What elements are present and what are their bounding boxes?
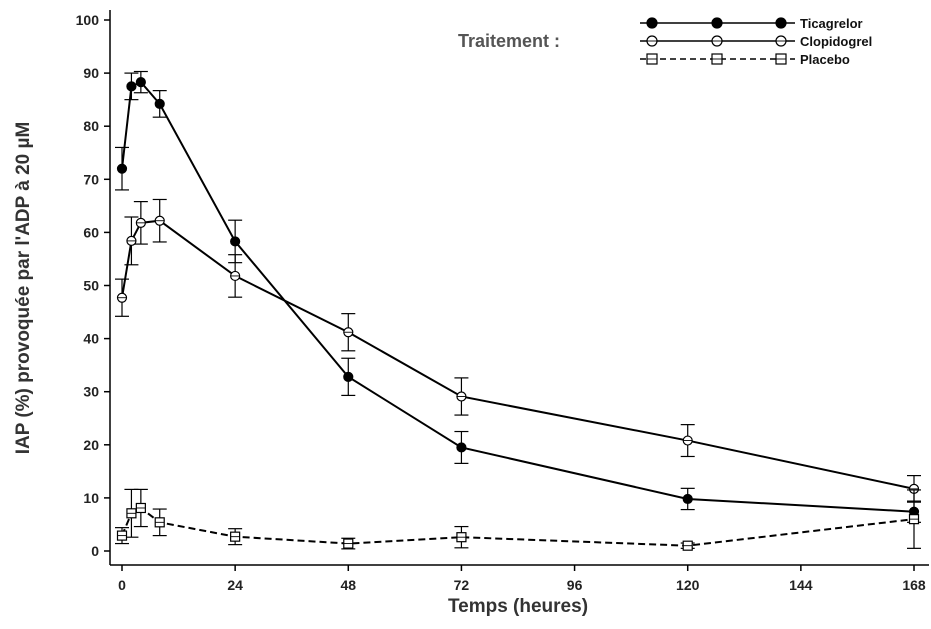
x-tick-label: 24	[227, 577, 243, 593]
legend-marker-ticagrelor	[775, 17, 787, 29]
legend-label-ticagrelor: Ticagrelor	[800, 16, 863, 31]
y-tick-label: 40	[83, 331, 99, 347]
point-ticagrelor	[126, 81, 137, 92]
point-ticagrelor	[456, 442, 467, 453]
y-axis-title: IAP (%) provoquée par l'ADP à 20 µM	[13, 122, 34, 455]
y-ticks: 0 10 20 30 40 50 60 70 80 90 100	[76, 12, 110, 559]
legend-item-clopidogrel: Clopidogrel	[640, 34, 872, 49]
legend-item-placebo: Placebo	[640, 52, 850, 67]
x-tick-label: 72	[454, 577, 470, 593]
legend-title: Traitement :	[458, 31, 560, 51]
y-tick-label: 80	[83, 118, 99, 134]
legend: Traitement : Ticagrelor Clopidogrel Placeb…	[458, 16, 872, 67]
y-tick-label: 10	[83, 490, 99, 506]
series-line-clopidogrel	[121, 219, 915, 490]
x-axis-title: Temps (heures)	[448, 596, 588, 617]
x-tick-label: 120	[676, 577, 700, 593]
x-ticks: 0 24 48 72 96 120 144 168	[118, 565, 926, 593]
x-tick-label: 168	[902, 577, 926, 593]
plot-area	[109, 10, 929, 566]
x-tick-label: 48	[340, 577, 356, 593]
series-clopidogrel	[115, 198, 921, 503]
y-tick-label: 100	[76, 12, 100, 28]
y-tick-label: 30	[83, 384, 99, 400]
legend-item-ticagrelor: Ticagrelor	[640, 16, 863, 31]
point-ticagrelor	[230, 236, 241, 247]
y-tick-label: 20	[83, 437, 99, 453]
legend-label-placebo: Placebo	[800, 52, 850, 67]
y-tick-label: 70	[83, 171, 99, 187]
point-ticagrelor	[682, 493, 693, 505]
point-ticagrelor	[343, 371, 354, 382]
series-ticagrelor	[115, 70, 921, 523]
point-ticagrelor	[135, 77, 146, 88]
point-ticagrelor	[154, 98, 165, 109]
legend-marker-ticagrelor	[646, 17, 658, 29]
y-tick-label: 50	[83, 278, 99, 294]
y-tick-label: 0	[91, 543, 99, 559]
point-ticagrelor	[116, 163, 128, 174]
x-tick-label: 144	[789, 577, 813, 593]
legend-label-clopidogrel: Clopidogrel	[800, 34, 872, 49]
x-tick-label: 0	[118, 577, 126, 593]
series-layer	[115, 70, 921, 551]
series-placebo	[115, 488, 921, 551]
y-tick-label: 90	[83, 65, 99, 81]
y-tick-label: 60	[83, 224, 99, 240]
legend-marker-ticagrelor	[711, 17, 723, 29]
x-tick-label: 96	[567, 577, 583, 593]
series-line-placebo	[121, 506, 915, 547]
